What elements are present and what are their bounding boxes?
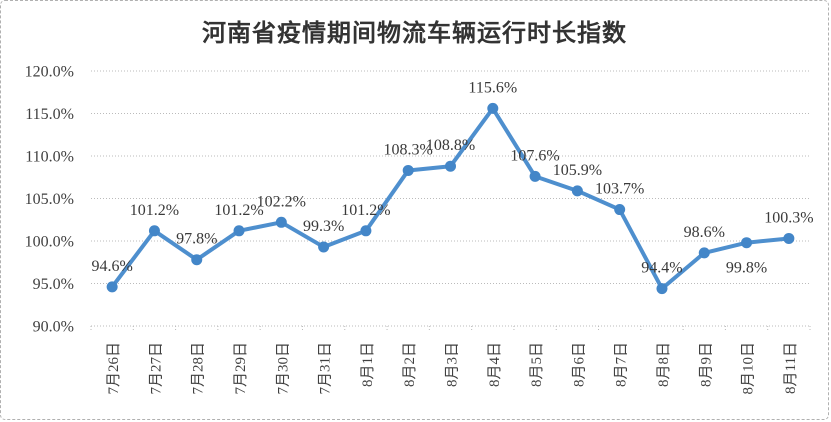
y-axis-tick-label: 110.0% bbox=[25, 149, 74, 166]
x-axis-tick-label: 8月4日 bbox=[487, 342, 503, 387]
x-axis-tick-label: 8月8日 bbox=[656, 342, 672, 387]
data-point-label: 108.3% bbox=[384, 141, 433, 158]
data-point-marker bbox=[445, 160, 456, 172]
data-point-label: 101.2% bbox=[130, 202, 179, 219]
data-point-label: 94.6% bbox=[91, 258, 132, 275]
x-axis-tick-label: 8月5日 bbox=[529, 342, 545, 387]
data-point-marker bbox=[275, 216, 287, 228]
data-point-marker bbox=[741, 237, 753, 249]
data-point-marker bbox=[106, 281, 118, 293]
data-point-marker bbox=[529, 170, 541, 182]
data-point-marker bbox=[783, 232, 795, 244]
data-point-label: 108.8% bbox=[426, 137, 475, 154]
y-axis-tick-label: 95.0% bbox=[33, 276, 74, 293]
data-point-marker bbox=[487, 102, 499, 114]
x-axis-tick-label: 7月27日 bbox=[148, 342, 164, 395]
data-point-label: 105.9% bbox=[553, 162, 602, 179]
x-axis-tick-label: 8月3日 bbox=[445, 342, 461, 387]
x-axis-tick-label: 7月26日 bbox=[106, 342, 122, 395]
x-axis-tick-label: 8月7日 bbox=[614, 342, 630, 387]
data-point-label: 102.2% bbox=[257, 193, 306, 210]
data-point-marker bbox=[148, 225, 160, 237]
x-axis-tick-label: 8月6日 bbox=[571, 342, 587, 387]
x-axis-tick-label: 8月9日 bbox=[698, 342, 714, 387]
data-point-label: 99.8% bbox=[726, 260, 767, 277]
data-point-marker bbox=[656, 283, 668, 295]
data-point-label: 115.6% bbox=[468, 79, 517, 96]
data-point-marker bbox=[571, 185, 583, 197]
data-point-marker bbox=[614, 204, 626, 216]
data-point-marker bbox=[233, 225, 245, 237]
x-axis-tick-label: 8月10日 bbox=[741, 342, 757, 395]
data-point-label: 100.3% bbox=[764, 209, 813, 226]
y-axis-tick-label: 120.0% bbox=[25, 64, 74, 81]
y-axis-tick-label: 100.0% bbox=[25, 234, 74, 251]
x-axis-tick-label: 8月2日 bbox=[402, 342, 418, 387]
data-point-marker bbox=[360, 225, 372, 237]
chart-title: 河南省疫情期间物流车辆运行时长指数 bbox=[202, 21, 627, 47]
data-point-label: 98.6% bbox=[684, 224, 725, 241]
y-axis-tick-label: 90.0% bbox=[33, 319, 74, 336]
x-axis-tick-label: 8月11日 bbox=[783, 342, 799, 394]
x-axis-tick-label: 7月28日 bbox=[191, 342, 207, 395]
data-point-label: 97.8% bbox=[176, 231, 217, 248]
series-line bbox=[110, 106, 791, 291]
data-point-label: 101.2% bbox=[214, 202, 263, 219]
y-axis-tick-label: 105.0% bbox=[25, 191, 74, 208]
x-axis-tick-label: 7月31日 bbox=[318, 342, 334, 395]
data-point-label: 107.6% bbox=[510, 147, 559, 164]
data-point-label: 94.4% bbox=[641, 260, 682, 277]
x-axis-tick-label: 8月1日 bbox=[360, 342, 376, 387]
data-point-marker bbox=[318, 241, 330, 253]
data-point-label: 99.3% bbox=[303, 218, 344, 235]
data-point-label: 103.7% bbox=[595, 181, 644, 198]
x-axis-tick-label: 7月29日 bbox=[233, 342, 249, 395]
x-axis-tick-label: 7月30日 bbox=[275, 342, 291, 395]
y-axis-tick-label: 115.0% bbox=[25, 106, 74, 123]
data-point-marker bbox=[698, 247, 710, 259]
data-point-label: 101.2% bbox=[341, 202, 390, 219]
data-point-marker bbox=[191, 254, 203, 266]
data-point-marker bbox=[402, 164, 414, 176]
